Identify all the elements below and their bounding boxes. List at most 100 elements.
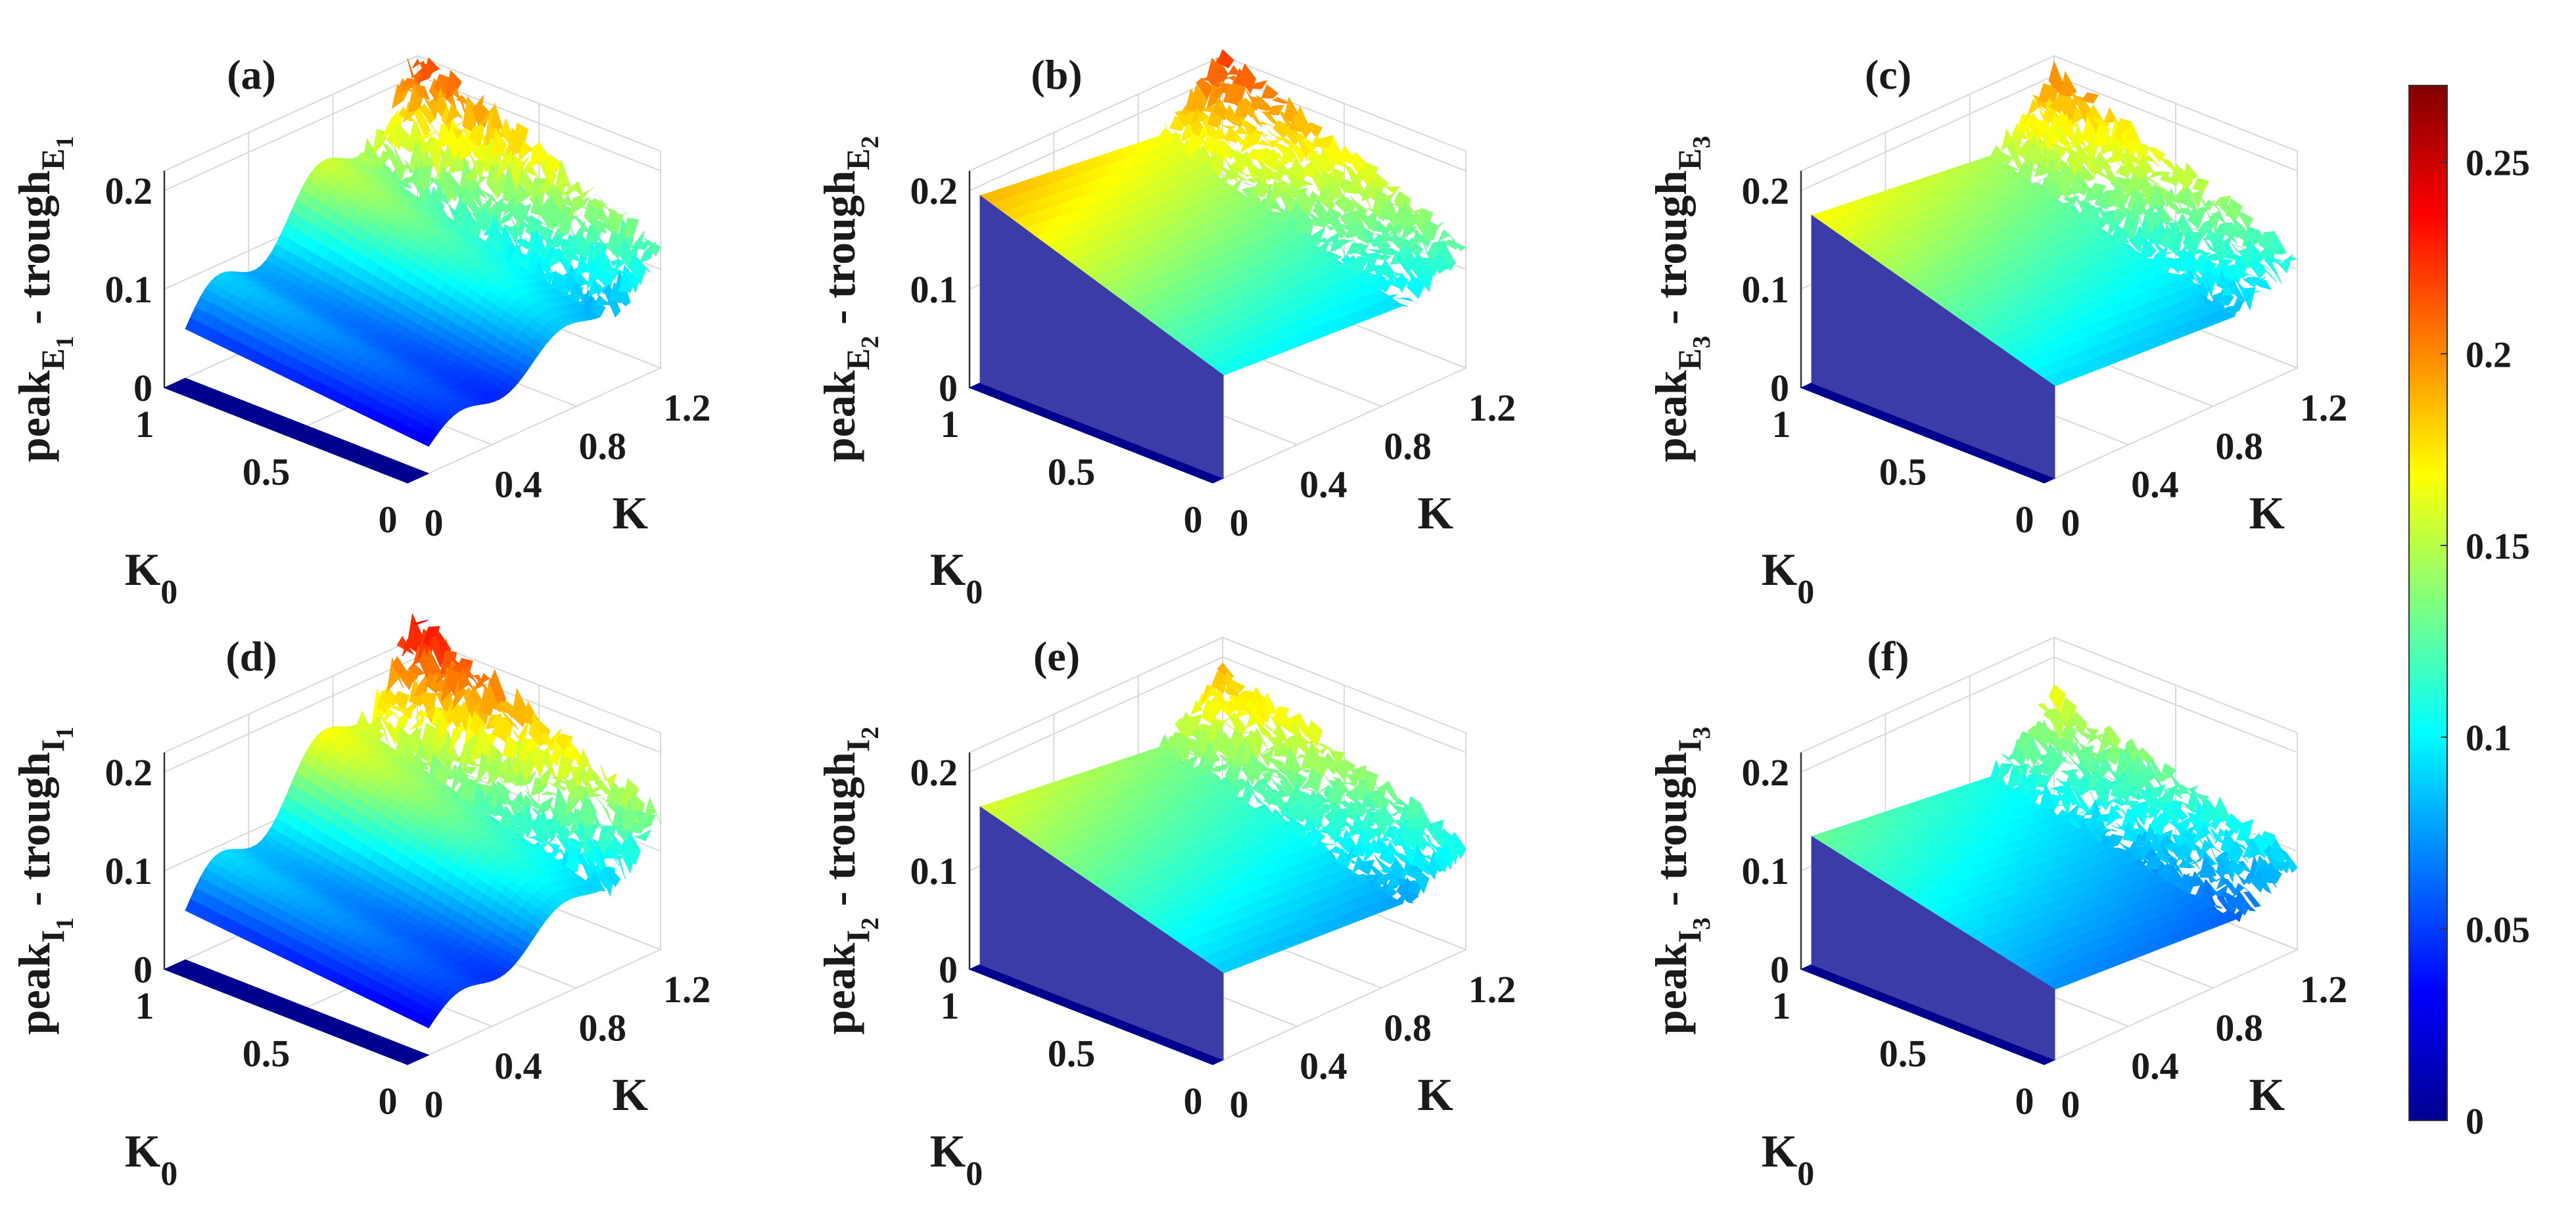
surface-patch xyxy=(1256,139,1274,148)
z-tick-label: 0.2 xyxy=(910,170,958,212)
z-axis-label: peakE1 - troughE1 xyxy=(9,136,79,462)
surface-patch xyxy=(2180,162,2199,193)
surface-patch xyxy=(2090,213,2107,229)
surface-patch xyxy=(1296,188,1314,220)
k-tick-label: 0.8 xyxy=(578,1006,626,1049)
surface-patch xyxy=(2059,70,2077,97)
surface-patch xyxy=(2002,162,2020,171)
surface-patch xyxy=(392,691,410,712)
surface-patch xyxy=(557,194,574,209)
k-tick-label: 0 xyxy=(425,501,444,544)
surface-patch xyxy=(512,153,530,169)
k-tick-label: 0 xyxy=(1230,501,1249,544)
panel-title: (d) xyxy=(225,633,277,680)
surface-patch xyxy=(367,726,385,740)
k-axis-label: K xyxy=(613,488,648,539)
surface-patch xyxy=(1219,123,1236,129)
surface-patch xyxy=(1261,84,1278,99)
k0-axis-label: K0 xyxy=(125,545,177,611)
k-tick-label: 1.2 xyxy=(663,968,711,1011)
surface-patch xyxy=(1395,248,1413,271)
surface-patch xyxy=(2280,256,2298,262)
surface-patch xyxy=(478,104,496,126)
k0-tick-label: 0 xyxy=(1184,498,1203,541)
surface-patch xyxy=(1229,107,1246,132)
surface-patch xyxy=(601,248,619,268)
surface-patch xyxy=(438,743,455,772)
k0-axis-label: K0 xyxy=(125,1126,177,1193)
surface-patch xyxy=(1241,150,1259,178)
k-axis-label: K xyxy=(613,1070,648,1121)
surface-patch xyxy=(386,657,404,693)
z-tick-label: 0.1 xyxy=(105,268,153,311)
surface-patch xyxy=(1211,57,1229,83)
z-tick-label: 0.2 xyxy=(1742,170,1790,212)
surface-patch xyxy=(610,212,628,220)
z-axis-label: peakE2 - troughE2 xyxy=(814,136,884,462)
k-axis-label: K xyxy=(1418,488,1453,539)
surface-patch xyxy=(513,181,530,207)
surface-patch xyxy=(439,91,457,111)
surface-patch xyxy=(438,766,456,780)
z-tick-label: 0.2 xyxy=(105,170,153,212)
surface-patch xyxy=(1236,168,1253,177)
surface-patch xyxy=(372,712,390,747)
surface-patch xyxy=(2236,210,2254,230)
k-tick-label: 0 xyxy=(425,1083,444,1126)
surface-patch xyxy=(1373,254,1392,261)
surface-patch xyxy=(1380,290,1397,299)
surface-patch xyxy=(1186,111,1204,141)
surface-patch xyxy=(1407,274,1424,300)
surface-patch xyxy=(1378,205,1395,229)
surface-patch xyxy=(1230,172,1248,182)
surface-patch xyxy=(2193,248,2212,258)
surface-patch xyxy=(2105,218,2124,238)
k0-axis-label: K0 xyxy=(1762,545,1814,611)
surface-patch xyxy=(376,132,394,148)
surface-patch xyxy=(1411,229,1428,249)
surface-patch xyxy=(408,662,425,676)
surface-patch xyxy=(2243,290,2260,302)
surface-patch xyxy=(2215,258,2234,269)
surface-patch xyxy=(1267,129,1284,141)
surface-patch xyxy=(484,677,502,713)
surface-patch xyxy=(578,187,595,205)
surface-patch xyxy=(1382,184,1401,195)
surface-patch xyxy=(2112,223,2130,244)
surface-patch xyxy=(2247,245,2266,263)
surface-patch xyxy=(1371,173,1390,189)
surface-patch xyxy=(1399,198,1417,229)
surface-patch xyxy=(419,131,437,139)
k-tick-label: 1.2 xyxy=(663,386,711,429)
surface-floor xyxy=(163,377,430,484)
surface-patch xyxy=(1374,275,1392,293)
panel-title: (b) xyxy=(1031,51,1082,98)
k-tick-label: 0.4 xyxy=(1300,463,1347,506)
surface-patch xyxy=(644,238,661,257)
surface-patch xyxy=(590,220,607,234)
surface-patch xyxy=(2093,124,2111,149)
surface-patch xyxy=(2264,259,2282,284)
surface-patch xyxy=(538,264,555,285)
surface-patch xyxy=(1225,177,1242,191)
surface-patch xyxy=(622,217,640,240)
surface-patch xyxy=(2259,264,2277,282)
panel-title: (c) xyxy=(1865,51,1911,98)
z-tick-label: 0 xyxy=(939,367,958,409)
surface-patch xyxy=(2225,198,2243,220)
surface-patch xyxy=(2111,182,2128,212)
surface-patch xyxy=(1213,125,1230,145)
surface-patch xyxy=(412,83,431,101)
surface-patch xyxy=(2209,212,2226,225)
k0-tick-label: 0 xyxy=(379,1080,398,1122)
surface-patch xyxy=(480,724,498,748)
k0-tick-label: 1 xyxy=(135,403,154,446)
surface xyxy=(1800,60,2298,484)
surface-patch xyxy=(2237,271,2255,279)
surface-patch xyxy=(445,70,462,101)
surface-wall xyxy=(979,195,1224,479)
surface-patch xyxy=(1391,298,1408,308)
